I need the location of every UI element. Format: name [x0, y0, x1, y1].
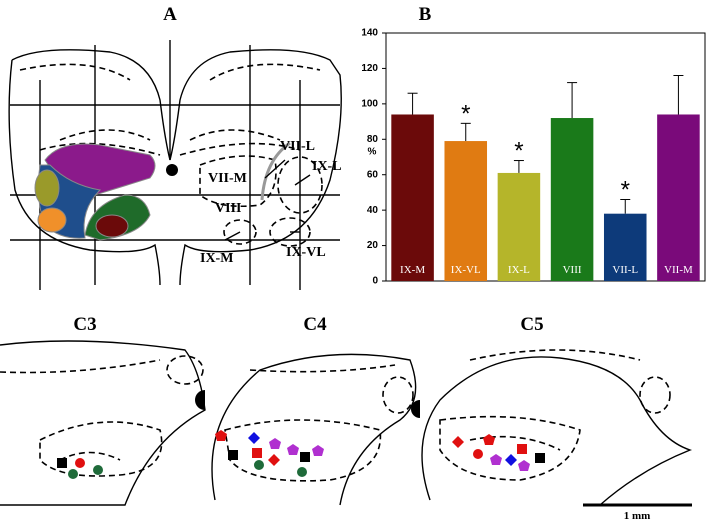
bar	[497, 172, 541, 281]
region-label: VIII	[215, 201, 241, 216]
bar	[657, 114, 700, 281]
category-label: IX-M	[400, 264, 425, 276]
category-label: IX-VL	[451, 264, 481, 276]
scale-label: 1 mm	[624, 510, 651, 522]
bar	[444, 141, 488, 281]
section-c5	[421, 349, 693, 506]
y-tick-label: 0	[372, 276, 378, 287]
spinal-diagram	[8, 40, 342, 290]
category-label: VIII	[563, 264, 582, 276]
y-tick-label: 100	[361, 98, 378, 109]
y-tick-label: 60	[367, 169, 379, 180]
significance-marker: *	[461, 100, 470, 127]
panel-label: A	[163, 4, 177, 25]
plot-frame	[385, 32, 706, 282]
category-label: VII-L	[612, 264, 638, 276]
y-tick-label: 40	[367, 205, 379, 216]
y-axis-label: %	[368, 147, 377, 158]
section-c4	[211, 353, 420, 506]
region-label: VII-M	[208, 171, 247, 186]
panel-label: C3	[73, 314, 96, 335]
bar	[391, 114, 434, 281]
region-label: VII-L	[280, 139, 315, 154]
significance-marker: *	[514, 138, 523, 165]
category-label: VII-M	[664, 264, 693, 276]
bar	[550, 118, 594, 282]
y-tick-label: 140	[361, 28, 378, 39]
significance-marker: *	[621, 177, 630, 204]
y-tick-label: 120	[361, 63, 378, 74]
chart-title: B	[419, 4, 432, 25]
region-label: IX-VL	[286, 245, 326, 260]
y-tick-label: 80	[367, 134, 379, 145]
region-label: IX-L	[312, 159, 342, 174]
panel-label: C4	[303, 314, 327, 335]
region-label: IX-M	[200, 251, 233, 266]
panel-label: C5	[520, 314, 543, 335]
y-tick-label: 20	[367, 240, 379, 251]
category-label: IX-L	[508, 264, 530, 276]
bar	[603, 213, 647, 281]
section-c3	[0, 340, 206, 506]
